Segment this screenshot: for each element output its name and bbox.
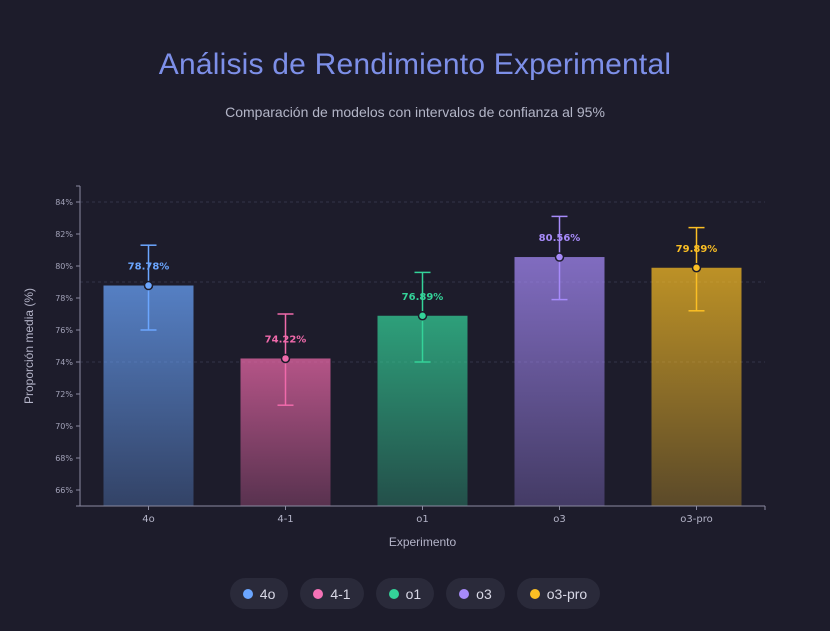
bars-layer bbox=[103, 257, 742, 506]
legend-swatch bbox=[459, 588, 470, 599]
value-label-o1: 76.89% bbox=[402, 292, 444, 303]
value-label-o3: 80.56% bbox=[539, 233, 581, 244]
legend-swatch bbox=[388, 588, 399, 599]
value-label-o3-pro: 79.89% bbox=[676, 244, 718, 255]
x-axis-title: Experimento bbox=[389, 535, 457, 549]
legend-swatch bbox=[242, 588, 253, 599]
value-label-4o: 78.78% bbox=[128, 262, 170, 273]
chart-title: Análisis de Rendimiento Experimental bbox=[158, 48, 672, 81]
x-tick-label: 4-1 bbox=[277, 514, 293, 525]
y-tick-label: 72% bbox=[55, 390, 73, 399]
axis-layer: 66% 68% 70% 72% 74% 76% 78% 80% 82% 84% 4o 4-1 o1 o3 o… bbox=[22, 185, 766, 549]
legend-label: o3 bbox=[476, 585, 492, 602]
y-tick-label: 76% bbox=[55, 326, 73, 335]
legend: 4o 4-1 o1 o3 o3-pro bbox=[0, 578, 830, 609]
x-tick-label: 4o bbox=[142, 514, 154, 525]
x-tick-label: o3-pro bbox=[680, 514, 712, 525]
y-tick-label: 74% bbox=[55, 358, 73, 367]
mean-point-4o bbox=[143, 280, 154, 291]
legend-label: 4o bbox=[259, 585, 276, 602]
mean-point-o3 bbox=[554, 252, 565, 262]
y-tick-label: 82% bbox=[55, 230, 73, 239]
legend-swatch bbox=[313, 588, 324, 599]
legend-item-4-1[interactable]: 4-1 bbox=[300, 578, 364, 609]
error-bars-layer bbox=[140, 215, 705, 406]
y-tick-label: 84% bbox=[55, 198, 73, 207]
legend-item-o3[interactable]: o3 bbox=[446, 578, 505, 609]
legend-label: o3-pro bbox=[546, 585, 588, 602]
legend-label: o1 bbox=[405, 585, 422, 602]
mean-point-o3-pro bbox=[691, 263, 702, 273]
legend-swatch bbox=[529, 588, 540, 599]
mean-point-4-1 bbox=[280, 353, 291, 364]
y-tick-label: 80% bbox=[55, 262, 73, 271]
legend-label: 4-1 bbox=[330, 585, 351, 602]
y-axis-title: Proporción media (%) bbox=[22, 288, 36, 404]
value-label-4-1: 74.22% bbox=[265, 334, 307, 345]
legend-item-o3-pro[interactable]: o3-pro bbox=[516, 578, 601, 609]
legend-item-4o[interactable]: 4o bbox=[229, 578, 289, 609]
legend-item-o1[interactable]: o1 bbox=[375, 578, 435, 609]
x-tick-label: o3 bbox=[553, 514, 565, 525]
y-tick-label: 70% bbox=[55, 422, 73, 431]
y-tick-label: 68% bbox=[55, 454, 73, 463]
value-labels-layer: 78.78% 74.22% 76.89% 80.56% 79.89% bbox=[128, 233, 718, 345]
chart-subtitle: Comparación de modelos con intervalos de… bbox=[225, 104, 605, 120]
mean-point-o1 bbox=[417, 311, 428, 321]
y-tick-label: 78% bbox=[55, 294, 73, 303]
x-tick-label: o1 bbox=[416, 514, 428, 525]
y-tick-label: 66% bbox=[55, 486, 73, 495]
